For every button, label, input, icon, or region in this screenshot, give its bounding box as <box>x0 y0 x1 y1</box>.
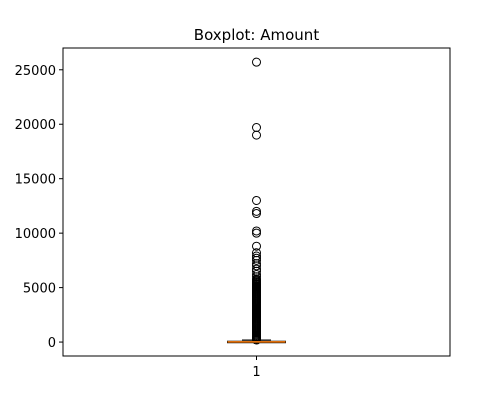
outlier-point <box>252 130 261 140</box>
y-tick-label: 0 <box>48 336 56 351</box>
outlier-point <box>252 209 261 219</box>
plot-marks <box>227 57 286 345</box>
outlier-point <box>252 123 261 133</box>
outlier-point <box>252 264 261 274</box>
outlier-point <box>252 241 261 251</box>
y-axis: 0 5000 10000 15000 20000 25000 <box>15 64 63 351</box>
outlier-point <box>252 57 261 67</box>
outlier-point <box>252 195 261 205</box>
outlier-point <box>252 253 261 263</box>
outlier-point <box>252 251 261 261</box>
x-axis: 1 <box>252 356 261 380</box>
x-tick-label: 1 <box>252 365 260 380</box>
y-tick-label: 10000 <box>15 227 56 242</box>
y-tick-label: 25000 <box>15 64 56 79</box>
y-tick-label: 20000 <box>15 118 56 133</box>
y-tick-label: 15000 <box>15 173 56 188</box>
outlier-point <box>252 270 261 280</box>
y-tick-label: 5000 <box>23 282 56 297</box>
outlier-point <box>252 228 261 238</box>
outlier-point <box>252 248 261 258</box>
outlier-point <box>252 206 261 216</box>
chart-title: Boxplot: Amount <box>194 26 320 44</box>
outlier-point <box>252 226 261 236</box>
